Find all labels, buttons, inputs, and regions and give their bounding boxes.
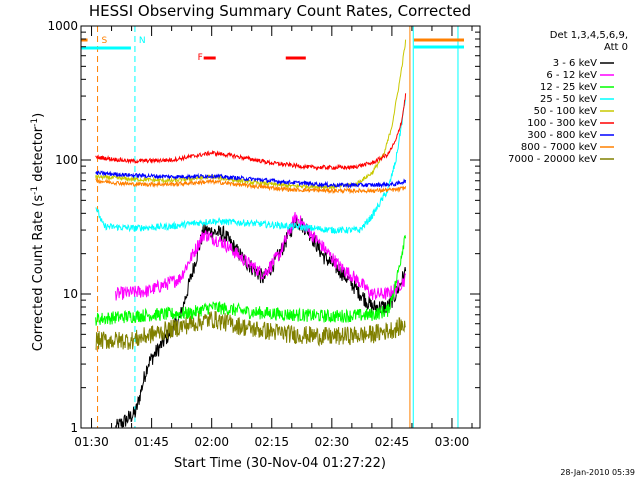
x-tick-label: 02:15 <box>254 435 289 449</box>
y-tick-label: 10 <box>63 287 78 301</box>
chart-title: HESSI Observing Summary Count Rates, Cor… <box>89 2 471 20</box>
legend-label: 300 - 800 keV <box>527 130 597 141</box>
legend-label: 50 - 100 keV <box>534 106 598 117</box>
series-line-6-12keV <box>115 212 407 301</box>
legend-label: 7000 - 20000 keV <box>508 154 597 165</box>
x-tick-label: 02:45 <box>375 435 410 449</box>
flag-label-s: S <box>102 36 108 46</box>
x-tick-label: 02:30 <box>315 435 350 449</box>
series-line-300-800keV <box>95 170 407 189</box>
y-tick-label: 100 <box>55 153 78 167</box>
series-line-3-6keV <box>115 215 407 429</box>
legend-label: 25 - 50 keV <box>540 94 597 105</box>
flag-label-n: N <box>139 36 146 46</box>
x-tick-label: 03:00 <box>435 435 470 449</box>
x-axis-label: Start Time (30-Nov-04 01:27:22) <box>174 456 386 471</box>
y-tick-label: 1 <box>70 421 78 435</box>
svg-text:Corrected Count Rate (s-1 dete: Corrected Count Rate (s-1 detector-1) <box>30 113 46 351</box>
y-tick-label: 1000 <box>47 19 78 33</box>
legend-label: 12 - 25 keV <box>540 82 597 93</box>
legend-label: 3 - 6 keV <box>553 58 597 69</box>
series-line-25-50keV <box>95 99 407 235</box>
series-line-50-100keV <box>95 39 407 191</box>
legend-label: 6 - 12 keV <box>546 70 597 81</box>
series-line-7000-20000keV <box>95 310 406 351</box>
series-line-12-25keV <box>95 234 407 326</box>
x-tick-label: 01:30 <box>74 435 109 449</box>
legend-header: Att 0 <box>604 42 628 53</box>
y-axis-label: Corrected Count Rate (s-1 detector-1) <box>30 113 46 351</box>
series-line-800-7000keV <box>95 177 407 195</box>
timestamp: 28-Jan-2010 05:39 <box>560 468 635 477</box>
legend-label: 800 - 7000 keV <box>521 142 597 153</box>
x-tick-label: 01:45 <box>134 435 169 449</box>
plot-frame <box>80 25 481 429</box>
flag-label-f: F <box>198 53 203 63</box>
legend-header: Det 1,3,4,5,6,9, <box>550 30 628 41</box>
series-line-100-300keV <box>95 93 407 171</box>
legend-label: 100 - 300 keV <box>527 118 597 129</box>
x-tick-label: 02:00 <box>194 435 229 449</box>
